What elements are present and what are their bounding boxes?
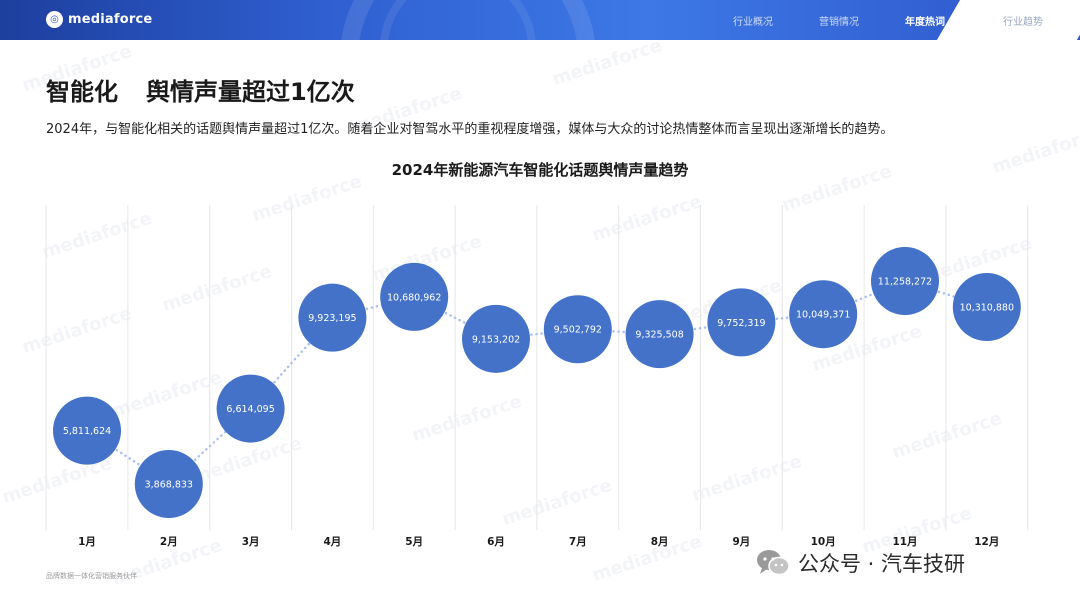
wechat-icon xyxy=(756,548,790,578)
series-connector xyxy=(658,321,743,336)
month-label-layer: 1月 2月 3月 4月 5月 6月 7月 8月 9月 10月 11月 12月 xyxy=(78,536,999,548)
x-tick-label: 5月 xyxy=(405,536,423,548)
nav-item-industry-overview[interactable]: 行业概况 xyxy=(733,16,773,28)
page-title: 智能化 舆情声量超过1亿次 xyxy=(46,72,355,107)
grid-layer xyxy=(45,205,1029,530)
logo-icon: ◎ xyxy=(46,11,63,28)
data-label: 9,923,195 xyxy=(308,313,356,324)
nav-item-industry-trends[interactable]: 行业趋势 xyxy=(1003,16,1043,28)
data-label: 6,614,095 xyxy=(226,404,274,415)
data-point-bubble xyxy=(216,374,285,443)
data-point-bubble xyxy=(380,262,449,331)
data-point-bubble xyxy=(952,273,1021,342)
x-tick-label: 3月 xyxy=(242,536,260,548)
data-label: 11,258,272 xyxy=(878,277,932,288)
x-tick-label: 10月 xyxy=(811,536,836,548)
data-point-bubble xyxy=(134,450,203,518)
data-point-bubble xyxy=(543,295,612,364)
brand-logo: ◎ mediaforce xyxy=(46,11,152,28)
page-title-topic: 智能化 xyxy=(46,78,118,106)
series-connector xyxy=(494,327,580,341)
data-point-bubble xyxy=(789,280,858,349)
logo-text: mediaforce xyxy=(68,12,153,27)
x-tick-label: 1月 xyxy=(78,536,96,548)
data-label: 10,310,880 xyxy=(960,303,1014,314)
series-connector xyxy=(576,327,661,336)
footer-note: 品牌数据一体化营销服务伙伴 xyxy=(46,572,137,580)
wechat-badge: 公众号 · 汽车技研 xyxy=(756,548,965,578)
data-label: 3,868,833 xyxy=(145,480,193,491)
data-label: 9,502,792 xyxy=(554,325,602,336)
x-tick-label: 7月 xyxy=(569,536,587,548)
x-tick-label: 2月 xyxy=(160,536,178,548)
x-tick-label: 4月 xyxy=(323,536,341,548)
data-point-bubble xyxy=(871,247,939,315)
data-label: 9,325,508 xyxy=(635,330,683,341)
data-point-bubble xyxy=(625,300,694,369)
data-point-bubble xyxy=(298,283,367,352)
header-bar: ◎ mediaforce 行业概况 营销情况 年度热词 行业趋势 xyxy=(0,0,1080,40)
data-label: 9,752,319 xyxy=(717,318,765,329)
bubble-layer: 5,811,624 3,868,833 6,614,095 9,923,195 10,6… xyxy=(53,247,1021,518)
wechat-label: 公众号 · 汽车技研 xyxy=(798,552,966,576)
page-title-headline: 舆情声量超过1亿次 xyxy=(146,78,355,106)
series-connector xyxy=(740,312,825,324)
x-tick-label: 8月 xyxy=(651,536,669,548)
data-label: 9,153,202 xyxy=(472,334,520,345)
data-label: 10,049,371 xyxy=(796,310,850,321)
intro-paragraph: 2024年，与智能化相关的话题舆情声量超过1亿次。随着企业对智驾水平的重视程度增… xyxy=(46,122,894,137)
x-tick-label: 9月 xyxy=(732,536,750,548)
x-tick-label: 6月 xyxy=(487,536,505,548)
data-label: 5,811,624 xyxy=(63,426,111,437)
nav-item-marketing[interactable]: 营销情况 xyxy=(819,16,859,28)
x-tick-label: 11月 xyxy=(892,536,917,548)
data-point-bubble xyxy=(462,304,530,373)
x-tick-label: 12月 xyxy=(974,536,999,548)
chart-title: 2024年新能源汽车智能化话题舆情声量趋势 xyxy=(391,161,689,179)
nav-item-annual-keywords[interactable]: 年度热词 xyxy=(905,16,945,28)
data-point-bubble xyxy=(53,396,121,465)
data-label: 10,680,962 xyxy=(387,292,441,303)
data-point-bubble xyxy=(707,288,776,357)
